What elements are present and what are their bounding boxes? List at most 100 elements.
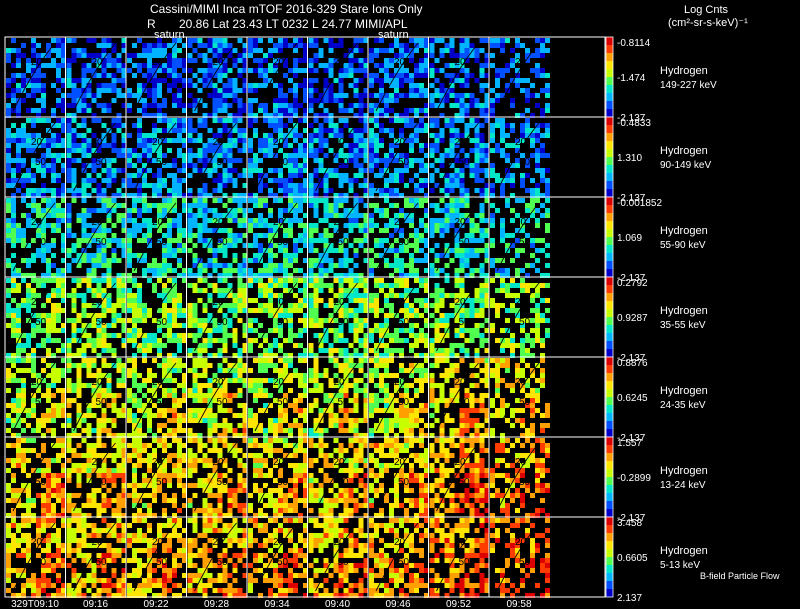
heatmap-cell: [106, 173, 112, 178]
heatmap-cell: [525, 348, 530, 353]
heatmap-cell: [106, 343, 112, 348]
heatmap-cell: [389, 348, 394, 353]
heatmap-cell: [66, 338, 72, 343]
heatmap-cell: [202, 393, 208, 398]
heatmap-cell: [535, 248, 540, 253]
heatmap-cell: [157, 323, 162, 328]
heatmap-cell: [318, 48, 324, 53]
heatmap-cell: [318, 278, 324, 283]
heatmap-cell: [278, 48, 283, 53]
heatmap-cell: [318, 433, 324, 438]
heatmap-cell: [6, 313, 11, 318]
heatmap-cell: [258, 138, 263, 143]
heatmap-cell: [147, 143, 152, 148]
heatmap-cell: [187, 173, 193, 178]
heatmap-cell: [217, 48, 223, 53]
heatmap-cell: [444, 173, 450, 178]
heatmap-panel: [308, 118, 369, 198]
heatmap-cell: [187, 58, 193, 63]
heatmap-cell: [278, 313, 283, 318]
heatmap-cell: [222, 303, 228, 308]
heatmap-cell: [333, 338, 339, 343]
heatmap-cell: [202, 163, 208, 168]
heatmap-cell: [439, 93, 445, 98]
heatmap-cell: [268, 393, 273, 398]
heatmap-cell: [353, 378, 359, 383]
heatmap-cell: [157, 188, 162, 193]
heatmap-cell: [96, 118, 102, 123]
heatmap-cell: [222, 118, 228, 123]
heatmap-cell: [177, 258, 182, 263]
heatmap-cell: [484, 278, 490, 283]
heatmap-cell: [137, 88, 142, 93]
heatmap-cell: [363, 103, 369, 108]
heatmap-panel: [127, 198, 187, 278]
heatmap-cell: [500, 223, 505, 228]
heatmap-cell: [273, 293, 278, 298]
heatmap-cell: [116, 118, 122, 123]
heatmap-cell: [369, 308, 374, 313]
heatmap-cell: [157, 148, 162, 153]
heatmap-cell: [197, 38, 203, 43]
heatmap-cell: [222, 428, 228, 433]
heatmap-cell: [484, 348, 490, 353]
heatmap-cell: [530, 243, 535, 248]
heatmap-cell: [192, 433, 198, 438]
heatmap-cell: [479, 63, 485, 68]
heatmap-cell: [86, 38, 92, 43]
heatmap-cell: [142, 238, 147, 243]
heatmap-cell: [21, 383, 26, 388]
heatmap-cell: [348, 243, 354, 248]
heatmap-cell: [293, 63, 298, 68]
heatmap-cell: [137, 93, 142, 98]
heatmap-cell: [51, 48, 56, 53]
heatmap-cell: [242, 283, 248, 288]
heatmap-cell: [500, 133, 505, 138]
heatmap-cell: [333, 308, 339, 313]
heatmap-cell: [464, 188, 470, 193]
heatmap-cell: [81, 383, 87, 388]
heatmap-cell: [379, 283, 384, 288]
heatmap-cell: [394, 68, 399, 73]
heatmap-cell: [167, 138, 172, 143]
heatmap-cell: [121, 243, 127, 248]
heatmap-cell: [222, 388, 228, 393]
heatmap-cell: [76, 318, 82, 323]
heatmap-cell: [81, 118, 87, 123]
heatmap-cell: [237, 223, 243, 228]
heatmap-cell: [318, 113, 324, 118]
heatmap-cell: [454, 183, 460, 188]
heatmap-cell: [56, 278, 61, 283]
heatmap-cell: [515, 318, 520, 323]
heatmap-cell: [273, 143, 278, 148]
heatmap-cell: [16, 228, 21, 233]
heatmap-cell: [293, 398, 298, 403]
heatmap-cell: [121, 303, 127, 308]
heatmap-cell: [242, 303, 248, 308]
heatmap-cell: [61, 348, 66, 353]
heatmap-cell: [26, 148, 31, 153]
heatmap-cell: [71, 133, 77, 138]
heatmap-cell: [278, 348, 283, 353]
heatmap-cell: [212, 318, 218, 323]
heatmap-cell: [363, 348, 369, 353]
heatmap-cell: [11, 168, 16, 173]
heatmap-cell: [101, 68, 107, 73]
heatmap-cell: [288, 183, 293, 188]
heatmap-cell: [242, 218, 248, 223]
heatmap-cell: [207, 328, 213, 333]
heatmap-cell: [127, 258, 132, 263]
heatmap-cell: [288, 88, 293, 93]
heatmap-cell: [202, 398, 208, 403]
heatmap-cell: [192, 258, 198, 263]
heatmap-cell: [434, 223, 440, 228]
heatmap-cell: [167, 208, 172, 213]
heatmap-cell: [91, 393, 97, 398]
heatmap-cell: [197, 318, 203, 323]
heatmap-cell: [106, 163, 112, 168]
heatmap-cell: [439, 253, 445, 258]
heatmap-cell: [525, 233, 530, 238]
heatmap-cell: [6, 218, 11, 223]
heatmap-cell: [127, 88, 132, 93]
heatmap-cell: [177, 243, 182, 248]
